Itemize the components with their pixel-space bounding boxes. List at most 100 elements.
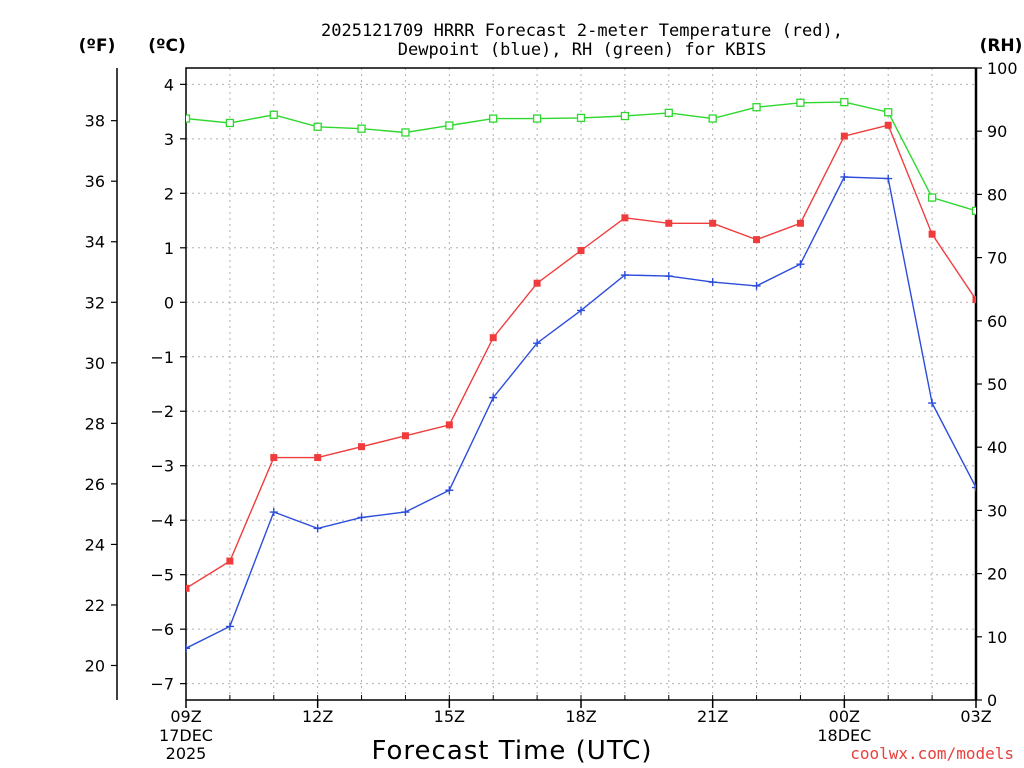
celsius-tick-label: 2 (164, 184, 174, 203)
dewpoint-point (972, 483, 976, 492)
temperature-point (709, 219, 717, 227)
celsius-tick-label: −2 (150, 402, 174, 421)
temperature-point (621, 214, 629, 222)
temperature-point (972, 296, 976, 304)
dewpoint-point (489, 393, 498, 402)
x-tick-label: 12Z (302, 707, 333, 726)
rh-tick-label: 10 (987, 628, 1007, 647)
x-axis-label: Forecast Time (UTC) (371, 736, 652, 766)
temperature-point (226, 557, 234, 565)
temperature-point (489, 334, 497, 342)
x-tick-label: 21Z (697, 707, 728, 726)
rh-point (927, 193, 937, 202)
date-label: 18DEC (817, 726, 871, 745)
rh-tick-label: 70 (987, 249, 1007, 268)
x-tick-label: 03Z (960, 707, 991, 726)
rh-point (708, 114, 717, 123)
dewpoint-point (928, 399, 937, 408)
rh-tick-label: 40 (987, 438, 1007, 457)
fahrenheit-tick-label: 34 (85, 233, 105, 252)
fahrenheit-tick-label: 22 (85, 596, 105, 615)
x-tick-label: 15Z (434, 707, 465, 726)
celsius-tick-label: −5 (150, 566, 174, 585)
plot-frame (185, 67, 977, 701)
fahrenheit-tick-label: 28 (85, 414, 105, 433)
rh-point (576, 113, 586, 123)
temperature-point (665, 219, 673, 227)
fahrenheit-tick-label: 38 (85, 112, 105, 131)
rh-point (796, 98, 805, 107)
rh-tick-label: 90 (987, 122, 1007, 141)
series-rh (186, 97, 976, 215)
dewpoint-point (884, 174, 893, 183)
rh-point (620, 111, 630, 121)
celsius-tick-label: −4 (150, 511, 174, 530)
gridlines (186, 68, 976, 700)
rh-point (840, 97, 849, 107)
series-temperature (186, 121, 976, 592)
temperature-point (796, 219, 804, 227)
rh-point (752, 103, 761, 112)
x-tick-label: 00Z (829, 707, 860, 726)
rh-point (269, 110, 278, 119)
temperature-point (358, 443, 366, 451)
credit-text: coolwx.com/models (850, 744, 1014, 763)
dewpoint-point (752, 281, 761, 290)
rh-tick-label: 80 (987, 185, 1007, 204)
celsius-tick-label: 4 (164, 75, 174, 94)
rh-point (186, 114, 191, 123)
rh-point (884, 108, 893, 117)
dewpoint-point (840, 172, 849, 181)
fahrenheit-tick-label: 26 (85, 475, 105, 494)
fahrenheit-tick-label: 24 (85, 535, 105, 554)
x-tick-label: 09Z (170, 707, 201, 726)
temperature-point (186, 584, 190, 592)
rh-point (357, 124, 366, 133)
fahrenheit-tick-label: 36 (85, 172, 105, 191)
dewpoint-point (357, 513, 366, 522)
dewpoint-point (313, 524, 322, 533)
temperature-point (753, 236, 761, 244)
temperature-point (884, 121, 892, 129)
rh-point (225, 118, 235, 128)
fahrenheit-tick-label: 30 (85, 354, 105, 373)
temperature-point (401, 432, 409, 440)
celsius-tick-label: −3 (150, 457, 174, 476)
rh-point (445, 121, 454, 130)
axes: −7−6−5−4−3−2−101234202224262830323436380… (85, 59, 1018, 763)
fahrenheit-tick-label: 32 (85, 293, 105, 312)
rh-point (971, 206, 976, 215)
dewpoint-point (533, 339, 542, 348)
dewpoint-point (708, 278, 717, 287)
dewpoint-point (401, 508, 410, 517)
rh-tick-label: 60 (987, 312, 1007, 331)
chart-title-line-1: 2025121709 HRRR Forecast 2-meter Tempera… (321, 21, 843, 41)
dewpoint-point (664, 272, 673, 281)
temperature-point (445, 421, 453, 429)
series-dewpoint (186, 172, 976, 653)
dewpoint-point (620, 271, 629, 280)
rh-point (489, 114, 498, 123)
celsius-tick-label: 0 (164, 293, 174, 312)
date-label: 17DEC (159, 726, 213, 745)
dewpoint-point (577, 306, 585, 315)
dewpoint-point (269, 508, 278, 517)
rh-tick-label: 0 (987, 691, 997, 710)
rh-point (401, 128, 410, 137)
dewpoint-point (796, 260, 805, 269)
year-label: 2025 (166, 744, 207, 763)
celsius-tick-label: 3 (164, 130, 174, 149)
temperature-point (314, 454, 322, 462)
chart-title-line-2: Dewpoint (blue), RH (green) for KBIS (398, 40, 766, 60)
rh-tick-label: 30 (987, 501, 1007, 520)
celsius-tick-label: −7 (150, 675, 174, 694)
rh-point (664, 108, 673, 118)
temperature-point (533, 279, 541, 287)
rh-tick-label: 50 (987, 375, 1007, 394)
x-tick-label: 18Z (565, 707, 596, 726)
dewpoint-point (225, 622, 234, 631)
rh-unit-label: (RH) (980, 36, 1023, 56)
fahrenheit-unit-label: (ºF) (79, 36, 116, 56)
celsius-tick-label: −1 (150, 348, 174, 367)
